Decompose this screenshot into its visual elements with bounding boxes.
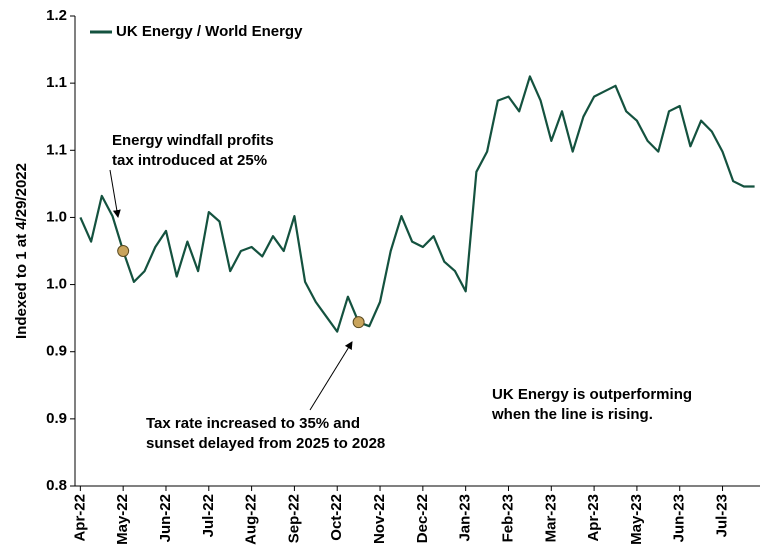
legend-label: UK Energy / World Energy [116,23,303,40]
y-axis-label: Indexed to 1 at 4/29/2022 [13,163,30,339]
x-tick-label: Apr-23 [585,494,602,542]
y-tick-label: 1.1 [46,141,67,158]
annotation: sunset delayed from 2025 to 2028 [146,435,385,452]
x-tick-label: Sep-22 [285,494,302,543]
series-line [79,75,755,333]
x-tick-label: Jan-23 [457,494,474,542]
annotation: tax introduced at 25% [112,152,267,169]
y-tick-label: 1.0 [46,276,67,293]
annotation: Energy windfall profits [112,132,274,149]
arrow [309,341,353,411]
x-tick-label: Mar-23 [542,494,559,542]
y-tick-label: 0.9 [46,410,67,427]
x-tick-label: Jun-22 [157,494,174,542]
x-tick-label: Oct-22 [328,494,345,541]
x-tick-label: Jul-23 [714,494,731,537]
annotation: Tax rate increased to 35% and [146,415,360,432]
highlight-point [117,245,130,257]
x-tick-label: May-22 [114,494,131,545]
x-tick-label: Aug-22 [243,494,260,545]
annotation: UK Energy is outperforming [492,386,692,403]
highlight-point [352,316,365,329]
y-tick-label: 1.0 [46,208,67,225]
annotation: when the line is rising. [491,406,653,423]
x-tick-label: Nov-22 [371,494,388,544]
y-tick-label: 1.2 [46,7,67,24]
y-tick-label: 0.9 [46,343,67,360]
x-tick-label: Feb-23 [499,494,516,542]
x-tick-label: Jun-23 [671,494,688,542]
x-tick-label: Dec-22 [414,494,431,543]
x-tick-label: Apr-22 [71,494,88,542]
arrow [109,169,121,218]
x-tick-label: Jul-22 [200,494,217,537]
x-tick-label: May-23 [628,494,645,545]
y-tick-label: 1.1 [46,74,67,91]
y-tick-label: 0.8 [46,477,67,494]
